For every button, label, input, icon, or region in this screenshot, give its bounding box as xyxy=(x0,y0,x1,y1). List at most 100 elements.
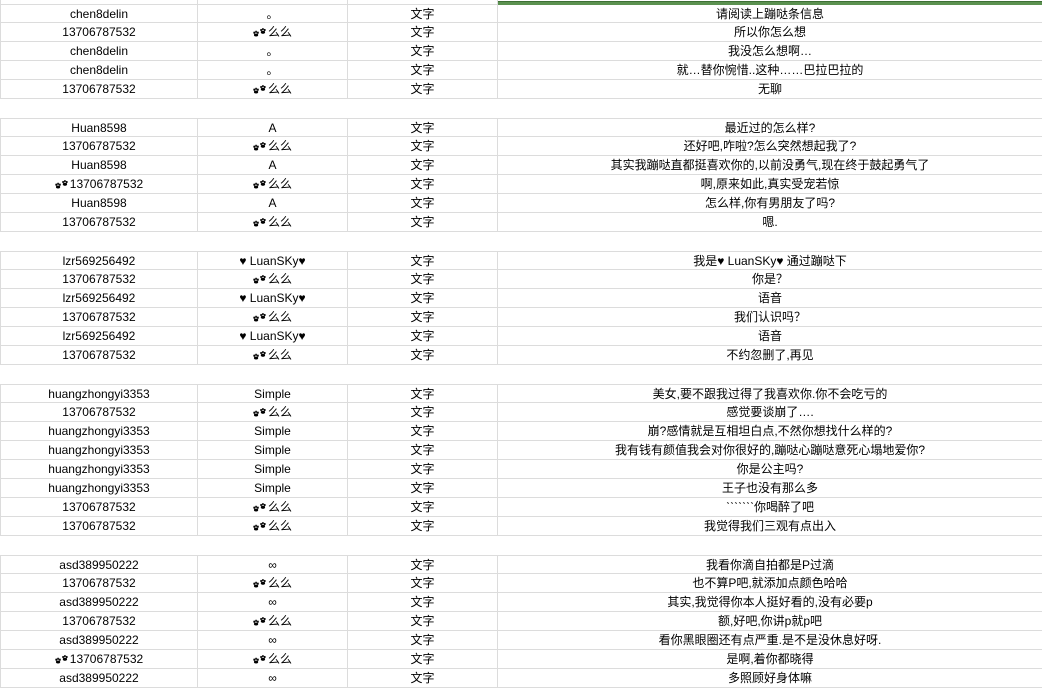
empty-row[interactable] xyxy=(0,536,1042,555)
cell-username[interactable]: 13706787532 xyxy=(0,650,197,668)
cell-username[interactable]: huangzhongyi3353 xyxy=(0,479,197,497)
cell-message[interactable]: ˋˋˋˋˋˋˋ你喝醉了吧 xyxy=(497,498,1042,516)
cell-message[interactable]: 其实,我觉得你本人挺好看的,没有必要p xyxy=(497,593,1042,611)
cell-username[interactable]: 13706787532 xyxy=(0,23,197,41)
cell-message[interactable]: 多照顾好身体嘛 xyxy=(497,669,1042,687)
cell-nickname[interactable]: 。 xyxy=(197,42,347,60)
cell-nickname[interactable]: Simple xyxy=(197,441,347,459)
cell-username[interactable] xyxy=(0,0,197,4)
cell-username[interactable]: 13706787532 xyxy=(0,270,197,288)
cell-username[interactable]: 13706787532 xyxy=(0,517,197,535)
cell-message-type[interactable]: 文字 xyxy=(347,422,497,440)
empty-row[interactable] xyxy=(0,365,1042,384)
cell-message[interactable]: 我是♥ LuanSKy♥ 通过蹦哒下 xyxy=(497,252,1042,269)
cell-username[interactable]: lzr569256492 xyxy=(0,252,197,269)
cell-nickname[interactable] xyxy=(197,0,347,4)
cell-message[interactable]: 你是公主吗? xyxy=(497,460,1042,478)
cell-nickname[interactable]: 。 xyxy=(197,5,347,22)
cell-message[interactable]: 最近过的怎么样? xyxy=(497,119,1042,136)
cell-username[interactable]: Huan8598 xyxy=(0,119,197,136)
cell-nickname[interactable]: 么么 xyxy=(197,213,347,231)
cell-message[interactable]: 感觉要谈崩了…. xyxy=(497,403,1042,421)
cell-message-type[interactable]: 文字 xyxy=(347,556,497,573)
cell-message[interactable]: 王子也没有那么多 xyxy=(497,479,1042,497)
cell-message[interactable]: 我有钱有颜值我会对你很好的,蹦哒心蹦哒意死心塌地爱你? xyxy=(497,441,1042,459)
cell-message[interactable]: 怎么样,你有男朋友了吗? xyxy=(497,194,1042,212)
cell-username[interactable]: huangzhongyi3353 xyxy=(0,441,197,459)
cell-message-type[interactable]: 文字 xyxy=(347,119,497,136)
cell-message-type[interactable]: 文字 xyxy=(347,80,497,98)
cell-nickname[interactable]: 么么 xyxy=(197,403,347,421)
cell-message-type[interactable]: 文字 xyxy=(347,327,497,345)
cell-username[interactable]: chen8delin xyxy=(0,61,197,79)
cell-nickname[interactable]: 么么 xyxy=(197,498,347,516)
cell-message-type[interactable]: 文字 xyxy=(347,213,497,231)
cell-message[interactable]: 崩?感情就是互相坦白点,不然你想找什么样的? xyxy=(497,422,1042,440)
cell-nickname[interactable]: 么么 xyxy=(197,80,347,98)
cell-message-type[interactable]: 文字 xyxy=(347,252,497,269)
cell-message-type[interactable]: 文字 xyxy=(347,593,497,611)
cell-nickname[interactable]: Simple xyxy=(197,422,347,440)
cell-nickname[interactable]: Simple xyxy=(197,460,347,478)
cell-message[interactable]: 嗯. xyxy=(497,213,1042,231)
cell-username[interactable]: asd389950222 xyxy=(0,631,197,649)
cell-username[interactable]: Huan8598 xyxy=(0,194,197,212)
cell-nickname[interactable]: 么么 xyxy=(197,346,347,364)
cell-message[interactable] xyxy=(497,0,1042,4)
cell-username[interactable]: chen8delin xyxy=(0,42,197,60)
cell-message[interactable]: 就…替你惋惜..这种……巴拉巴拉的 xyxy=(497,61,1042,79)
cell-message[interactable]: 不约忽删了,再见 xyxy=(497,346,1042,364)
cell-nickname[interactable]: 么么 xyxy=(197,612,347,630)
cell-message-type[interactable]: 文字 xyxy=(347,61,497,79)
cell-message-type[interactable]: 文字 xyxy=(347,23,497,41)
cell-message-type[interactable]: 文字 xyxy=(347,441,497,459)
cell-message-type[interactable]: 文字 xyxy=(347,517,497,535)
cell-username[interactable]: 13706787532 xyxy=(0,175,197,193)
cell-message[interactable]: 语音 xyxy=(497,289,1042,307)
cell-message[interactable]: 我们认识吗？ xyxy=(497,308,1042,326)
cell-message[interactable]: 美女,要不跟我过得了我喜欢你.你不会吃亏的 xyxy=(497,385,1042,402)
cell-message[interactable]: 啊,原来如此,真实受宠若惊 xyxy=(497,175,1042,193)
cell-nickname[interactable]: 么么 xyxy=(197,175,347,193)
cell-nickname[interactable]: ∞ xyxy=(197,593,347,611)
cell-message-type[interactable]: 文字 xyxy=(347,403,497,421)
cell-nickname[interactable]: ∞ xyxy=(197,631,347,649)
cell-message[interactable]: 我没怎么想啊… xyxy=(497,42,1042,60)
cell-username[interactable]: huangzhongyi3353 xyxy=(0,385,197,402)
empty-row[interactable] xyxy=(0,232,1042,251)
cell-message-type[interactable]: 文字 xyxy=(347,631,497,649)
cell-message[interactable]: 我觉得我们三观有点出入 xyxy=(497,517,1042,535)
cell-message[interactable]: 其实我蹦哒直都挺喜欢你的,以前没勇气,现在终于鼓起勇气了 xyxy=(497,156,1042,174)
cell-message[interactable]: 我看你滴自拍都是P过滴 xyxy=(497,556,1042,573)
cell-nickname[interactable]: 么么 xyxy=(197,308,347,326)
cell-message[interactable]: 也不算P吧,就添加点颜色哈哈 xyxy=(497,574,1042,592)
cell-message-type[interactable]: 文字 xyxy=(347,194,497,212)
cell-nickname[interactable]: 么么 xyxy=(197,137,347,155)
cell-username[interactable]: asd389950222 xyxy=(0,593,197,611)
cell-nickname[interactable]: ♥ LuanSKy♥ xyxy=(197,327,347,345)
cell-username[interactable]: lzr569256492 xyxy=(0,289,197,307)
cell-username[interactable]: 13706787532 xyxy=(0,612,197,630)
cell-message[interactable]: 还好吧,咋啦?怎么突然想起我了? xyxy=(497,137,1042,155)
cell-nickname[interactable]: 么么 xyxy=(197,650,347,668)
cell-username[interactable]: huangzhongyi3353 xyxy=(0,422,197,440)
cell-username[interactable]: asd389950222 xyxy=(0,556,197,573)
cell-message[interactable]: 是啊,着你都晓得 xyxy=(497,650,1042,668)
cell-message[interactable]: 看你黑眼圈还有点严重.是不是没休息好呀. xyxy=(497,631,1042,649)
cell-message-type[interactable]: 文字 xyxy=(347,42,497,60)
cell-username[interactable]: huangzhongyi3353 xyxy=(0,460,197,478)
cell-nickname[interactable]: 么么 xyxy=(197,574,347,592)
cell-message[interactable]: 请阅读上蹦哒条信息 xyxy=(497,5,1042,22)
cell-nickname[interactable]: Simple xyxy=(197,479,347,497)
cell-nickname[interactable]: ∞ xyxy=(197,556,347,573)
cell-username[interactable]: 13706787532 xyxy=(0,80,197,98)
cell-nickname[interactable]: Simple xyxy=(197,385,347,402)
cell-message-type[interactable]: 文字 xyxy=(347,156,497,174)
cell-nickname[interactable]: A xyxy=(197,156,347,174)
cell-message-type[interactable]: 文字 xyxy=(347,460,497,478)
cell-message-type[interactable]: 文字 xyxy=(347,346,497,364)
cell-message-type[interactable]: 文字 xyxy=(347,669,497,687)
cell-username[interactable]: 13706787532 xyxy=(0,137,197,155)
cell-nickname[interactable]: ♥ LuanSKy♥ xyxy=(197,289,347,307)
empty-row[interactable] xyxy=(0,99,1042,118)
